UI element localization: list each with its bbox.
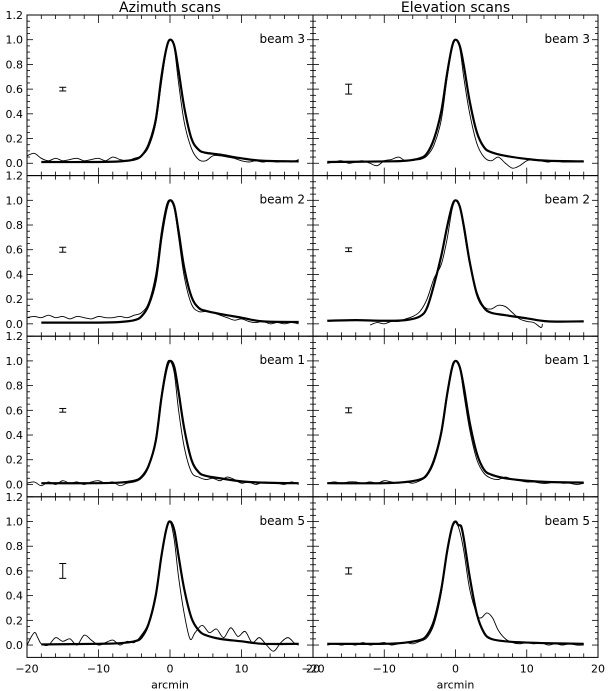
panel-c1-p1: beam 2 bbox=[312, 175, 599, 337]
measured-curve bbox=[26, 520, 299, 652]
x-axis-label: arcmin bbox=[151, 678, 189, 691]
measured-curve bbox=[26, 199, 299, 325]
error-bar bbox=[345, 407, 353, 414]
x-tick-label: 10 bbox=[235, 662, 249, 675]
y-tick-label: 1.0 bbox=[6, 355, 24, 368]
error-bar bbox=[59, 407, 67, 413]
beam-label: beam 5 bbox=[545, 514, 591, 528]
panel-c1-p3: beam 5 bbox=[312, 496, 599, 658]
panel-c0-p3: 0.0 0.2 0.4 0.6 0.8 1.0 1.2 beam 5 bbox=[6, 491, 314, 658]
measured-curve bbox=[327, 360, 584, 485]
y-tick-label: 0.8 bbox=[6, 540, 24, 553]
panel-c1-p0: beam 3 bbox=[312, 14, 599, 177]
y-tick-label: 0.0 bbox=[6, 157, 24, 170]
x-tick-label: −20 bbox=[15, 662, 38, 675]
y-tick-label: 0.4 bbox=[6, 108, 24, 121]
y-tick-label: 1.2 bbox=[6, 9, 24, 22]
y-tick-label: 0.6 bbox=[6, 83, 24, 96]
y-tick-label: 0.2 bbox=[6, 133, 24, 146]
beam-label: beam 1 bbox=[545, 353, 591, 367]
measured-curve bbox=[26, 359, 299, 487]
x-axis-label: arcmin bbox=[437, 678, 475, 691]
y-tick-label: 0.6 bbox=[6, 404, 24, 417]
model-curve bbox=[327, 38, 584, 164]
measured-curve bbox=[327, 39, 584, 169]
measured-curve bbox=[327, 520, 584, 646]
model-curve bbox=[41, 199, 299, 324]
beam-label: beam 2 bbox=[260, 193, 306, 207]
y-tick-label: 0.8 bbox=[6, 380, 24, 393]
x-tick-label: 20 bbox=[306, 662, 320, 675]
model-curve bbox=[41, 520, 299, 646]
y-tick-label: 0.6 bbox=[6, 565, 24, 578]
y-tick-label: 1.0 bbox=[6, 516, 24, 529]
y-tick-label: 0.4 bbox=[6, 268, 24, 281]
panel-c1-p2: beam 1 bbox=[312, 335, 599, 498]
y-tick-label: 0.2 bbox=[6, 614, 24, 627]
y-tick-label: 0.6 bbox=[6, 244, 24, 257]
y-tick-label: 0.4 bbox=[6, 590, 24, 603]
column-title-azimuth: Azimuth scans bbox=[119, 0, 221, 16]
panel-c0-p1: 0.0 0.2 0.4 0.6 0.8 1.0 1.2 beam 2 bbox=[6, 170, 314, 337]
y-tick-label: 0.8 bbox=[6, 219, 24, 232]
panel-c0-p0: 0.0 0.2 0.4 0.6 0.8 1.0 1.2 beam 3 bbox=[6, 9, 314, 177]
y-tick-label: 1.0 bbox=[6, 194, 24, 207]
y-tick-label: 1.0 bbox=[6, 34, 24, 47]
error-bar bbox=[345, 567, 353, 575]
y-tick-label: 0.2 bbox=[6, 454, 24, 467]
error-bar bbox=[59, 246, 67, 253]
y-tick-label: 0.0 bbox=[6, 318, 24, 331]
x-tick-label: 0 bbox=[167, 662, 174, 675]
x-tick-label: 20 bbox=[591, 662, 605, 675]
beam-label: beam 2 bbox=[545, 193, 591, 207]
beam-label: beam 3 bbox=[260, 32, 306, 46]
beam-label: beam 1 bbox=[260, 353, 306, 367]
measured-curve bbox=[369, 199, 543, 328]
model-curve bbox=[327, 199, 584, 323]
y-tick-label: 0.0 bbox=[6, 478, 24, 491]
measured-curve bbox=[26, 39, 299, 163]
model-curve bbox=[327, 359, 584, 485]
y-tick-label: 0.8 bbox=[6, 58, 24, 71]
x-tick-label: 0 bbox=[452, 662, 459, 675]
x-tick-label: −10 bbox=[87, 662, 110, 675]
beam-label: beam 5 bbox=[260, 514, 306, 528]
error-bar bbox=[59, 86, 67, 92]
y-tick-label: 1.2 bbox=[6, 170, 24, 183]
x-tick-label: 10 bbox=[520, 662, 534, 675]
model-curve bbox=[41, 38, 299, 164]
y-tick-label: 0.2 bbox=[6, 293, 24, 306]
y-tick-label: 1.2 bbox=[6, 330, 24, 343]
x-tick-label: −10 bbox=[373, 662, 396, 675]
column-title-elevation: Elevation scans bbox=[401, 0, 510, 16]
panel-c0-p2: 0.0 0.2 0.4 0.6 0.8 1.0 1.2 beam 1 bbox=[6, 330, 314, 498]
beam-label: beam 3 bbox=[545, 32, 591, 46]
error-bar bbox=[345, 247, 353, 253]
model-curve bbox=[41, 359, 299, 485]
model-curve bbox=[327, 520, 584, 646]
y-tick-label: 1.2 bbox=[6, 491, 24, 504]
error-bar bbox=[345, 83, 353, 95]
x-tick-label: −20 bbox=[301, 662, 324, 675]
y-tick-label: 0.4 bbox=[6, 429, 24, 442]
y-tick-label: 0.0 bbox=[6, 639, 24, 652]
error-bar bbox=[59, 563, 67, 579]
